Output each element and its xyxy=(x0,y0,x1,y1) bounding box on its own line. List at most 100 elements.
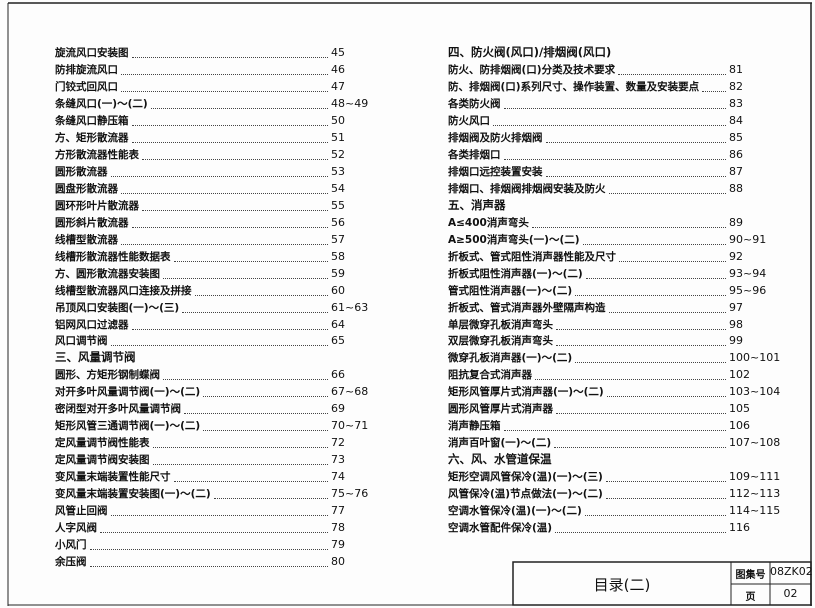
entry-title: 防排旋流风口 xyxy=(55,63,118,76)
entry-page: 90~91 xyxy=(729,232,767,246)
dot-leader xyxy=(503,420,726,432)
dot-leader xyxy=(131,47,328,58)
toc-entry: 消声百叶窗(一)～(二) 107~108 xyxy=(448,434,780,451)
dot-leader xyxy=(110,166,328,177)
entry-page: 65 xyxy=(331,334,345,348)
dot-leader xyxy=(618,64,726,75)
entry-page: 58 xyxy=(331,249,345,263)
toc-entry: 风管止回阀 77 xyxy=(55,502,375,519)
toc-entry: 余压阀 80 xyxy=(55,553,375,570)
entry-page: 70~71 xyxy=(331,419,369,433)
dot-leader xyxy=(575,352,726,364)
dot-leader xyxy=(131,217,328,228)
entry-page: 103~104 xyxy=(729,385,781,399)
entry-page: 97 xyxy=(729,300,743,314)
toc-entry: 管式阻性消声器(一)～(二) 95~96 xyxy=(448,282,773,299)
toc-entry: 小风门 79 xyxy=(55,536,375,553)
dot-leader xyxy=(606,386,726,398)
toc-entry: 排烟口远控装置安装 87 xyxy=(448,163,773,180)
entry-page: 61~63 xyxy=(331,300,369,314)
dot-leader xyxy=(100,522,328,534)
entry-title: 方、矩形散流器 xyxy=(55,131,129,144)
toc-entry: 定风量调节阀安装图 73 xyxy=(55,451,375,468)
toc-entry: 方、圆形散流器安装图 59 xyxy=(55,265,375,282)
entry-title: 圆形斜片散流器 xyxy=(55,216,129,229)
toc-entry: 风管保冷(温)节点做法(一)～(二) 112~113 xyxy=(448,485,780,502)
dot-leader xyxy=(702,81,726,92)
toc-entry: 排烟口、排烟阀排烟阀安装及防火 88 xyxy=(448,180,773,197)
entry-title: 对开多叶风量调节阀(一)～(二) xyxy=(55,386,201,399)
dot-leader xyxy=(556,403,726,415)
entry-page: 100~101 xyxy=(729,351,781,365)
entry-page: 105 xyxy=(729,402,750,416)
entry-title: 排烟口远控装置安装 xyxy=(448,165,543,178)
entry-title: 条缝风口(一)～(二) xyxy=(55,97,148,110)
entry-page: 54 xyxy=(331,181,345,195)
toc-entry: 风口调节阀 65 xyxy=(55,332,375,349)
toc-entry: 空调水管保冷(温)(一)～(二) 114~115 xyxy=(448,502,780,519)
dot-leader xyxy=(89,556,328,568)
toc-entry: 折板式、管式消声器外壁隔声构造 97 xyxy=(448,299,773,316)
entry-title: 各类防火阀 xyxy=(448,97,501,110)
entry-title: 矩形空调风管保冷(温)(一)～(三) xyxy=(448,471,603,484)
dot-leader xyxy=(584,505,726,517)
doc-title: 目录(二) xyxy=(593,576,651,594)
entry-title: 变风量末端装置安装图(一)～(二) xyxy=(55,488,211,501)
entry-page: 85 xyxy=(729,130,743,144)
entry-title: 排烟阀及防火排烟阀 xyxy=(448,131,543,144)
entry-page: 48~49 xyxy=(331,96,369,110)
dot-leader xyxy=(503,149,726,160)
entry-title: 管式阻性消声器(一)～(二) xyxy=(448,284,573,297)
dot-leader xyxy=(121,81,328,92)
toc-entry: 矩形风管厚片式消声器(一)～(二) 103~104 xyxy=(448,383,781,400)
dot-leader xyxy=(503,98,726,109)
dot-leader xyxy=(582,234,726,245)
section-heading: 六、风、水管道保温 xyxy=(448,452,552,467)
entry-page: 73 xyxy=(331,453,345,467)
entry-page: 64 xyxy=(331,317,345,331)
toc-entry: 防火风口 84 xyxy=(448,112,773,129)
entry-page: 50 xyxy=(331,113,345,127)
atlas-label: 图集号 xyxy=(735,570,766,581)
entry-title: 防、排烟阀(口)系列尺寸、操作装置、数量及安装要点 xyxy=(448,80,700,93)
entry-title: 风口调节阀 xyxy=(55,335,108,348)
entry-page: 83 xyxy=(729,96,743,110)
entry-title: 变风量末端装置性能尺寸 xyxy=(55,471,171,484)
entry-page: 88 xyxy=(729,181,743,195)
entry-title: 各类排烟口 xyxy=(448,148,501,161)
entry-title: 矩形风管厚片式消声器(一)～(二) xyxy=(448,386,604,399)
page-label: 页 xyxy=(745,592,756,603)
toc-entry: 圆盘形散流器 54 xyxy=(55,180,375,197)
dot-leader xyxy=(152,454,328,466)
dot-leader xyxy=(184,403,328,415)
dot-leader xyxy=(608,302,726,313)
toc-entry: 对开多叶风量调节阀(一)～(二) 67~68 xyxy=(55,383,375,400)
entry-title: 消声百叶窗(一)～(二) xyxy=(448,437,552,450)
entry-page: 92 xyxy=(729,249,743,263)
entry-title: 小风门 xyxy=(55,539,87,552)
entry-title: 铝网风口过滤器 xyxy=(55,318,129,331)
entry-title: 圆形散流器 xyxy=(55,165,108,178)
toc-entry: 圆形、方矩形钢制蝶阀 66 xyxy=(55,366,375,383)
toc-entry: 定风量调节阀性能表 72 xyxy=(55,434,375,451)
dot-leader xyxy=(163,369,328,381)
dot-leader xyxy=(110,335,328,347)
dot-leader xyxy=(121,234,328,245)
entry-title: 定风量调节阀安装图 xyxy=(55,454,150,467)
toc-entry: 圆形散流器 53 xyxy=(55,163,375,180)
dot-leader xyxy=(545,166,726,177)
entry-title: 圆形、方矩形钢制蝶阀 xyxy=(55,369,160,382)
toc-entry: 圆形风管厚片式消声器 105 xyxy=(448,400,773,417)
entry-title: 微穿孔板消声器(一)～(二) xyxy=(448,352,573,365)
toc-entry: 各类防火阀 83 xyxy=(448,95,773,112)
dot-leader xyxy=(545,132,726,143)
toc-entry: 密闭型对开多叶风量调节阀 69 xyxy=(55,400,375,417)
entry-title: 吊顶风口安装图(一)～(三) xyxy=(55,301,180,314)
dot-leader xyxy=(556,319,726,330)
dot-leader xyxy=(203,386,328,398)
entry-page: 89 xyxy=(729,215,743,229)
toc-entry: 圆环形叶片散流器 55 xyxy=(55,197,375,214)
toc-entry: 折板式、管式阻性消声器性能及尺寸 92 xyxy=(448,248,773,265)
